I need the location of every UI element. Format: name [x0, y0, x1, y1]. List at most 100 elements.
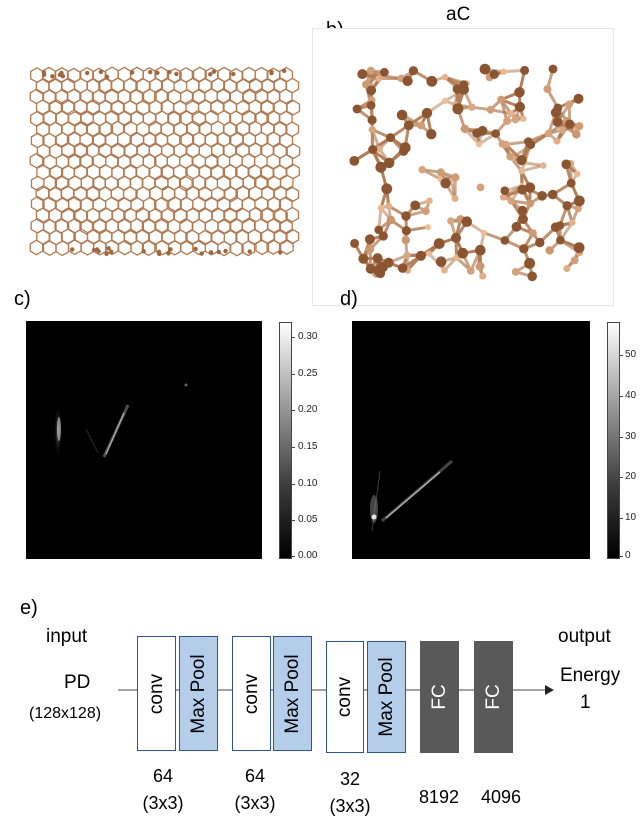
- carbon-atom: [452, 103, 464, 115]
- edge-atom: [166, 251, 171, 256]
- carbon-atom: [503, 117, 511, 125]
- carbon-atom: [511, 116, 520, 124]
- carbon-atom: [572, 130, 581, 139]
- edge-atom: [155, 70, 160, 76]
- carbon-atom: [410, 200, 421, 211]
- tick-mark: [291, 410, 295, 411]
- carbon-atom: [497, 95, 506, 104]
- carbon-atom: [401, 235, 410, 245]
- colorbar-d-tick: 50: [625, 349, 637, 360]
- carbon-atom: [479, 63, 491, 75]
- layer-label: Max Pool: [281, 653, 303, 734]
- carbon-atom: [499, 193, 507, 201]
- carbon-atom: [442, 97, 449, 104]
- layer-conv-2: conv: [232, 636, 271, 751]
- carbon-atom: [441, 73, 449, 81]
- edge-atom: [211, 69, 216, 74]
- edge-atom: [282, 68, 287, 74]
- carbon-atom: [436, 168, 445, 177]
- carbon-atom: [480, 229, 487, 236]
- carbon-atom: [558, 126, 567, 134]
- carbon-atom: [517, 184, 528, 195]
- layer-label: Max Pool: [375, 657, 397, 737]
- colorbar-c-tick: 0.20: [298, 404, 318, 415]
- carbon-atom: [366, 245, 375, 254]
- carbon-atom: [526, 140, 536, 150]
- filter-kernel-3: (3x3): [329, 796, 371, 816]
- ac-structure-frame: [312, 28, 614, 306]
- carbon-atom: [548, 64, 558, 74]
- carbon-atom: [378, 231, 388, 241]
- carbon-atom: [518, 214, 528, 224]
- carbon-atom: [528, 229, 537, 238]
- edge-atom: [50, 74, 55, 79]
- carbon-atom: [565, 100, 574, 109]
- carbon-atom: [553, 137, 561, 145]
- output-label: output: [558, 626, 611, 647]
- edge-atom: [167, 69, 172, 75]
- carbon-atom: [401, 211, 411, 221]
- filter-kernel-2: (3x3): [234, 793, 276, 813]
- carbon-atom: [574, 170, 581, 177]
- carbon-atom: [451, 195, 459, 202]
- agr-structure-image: [29, 66, 301, 257]
- carbon-atom: [426, 197, 433, 204]
- heatmap-d: [352, 321, 590, 559]
- layer-conv-3: conv: [326, 641, 364, 753]
- carbon-atom: [514, 87, 525, 98]
- carbon-atom: [556, 235, 565, 245]
- carbon-atom: [475, 244, 486, 256]
- tick-mark: [619, 437, 623, 438]
- carbon-atom: [562, 201, 572, 211]
- carbon-atom: [415, 250, 426, 261]
- carbon-atom: [486, 105, 495, 114]
- edge-atom: [85, 70, 90, 76]
- carbon-atom: [535, 237, 545, 248]
- colorbar-d: [607, 322, 620, 559]
- layer-label: Max Pool: [187, 653, 209, 734]
- carbon-atom: [468, 103, 476, 111]
- carbon-atom: [381, 183, 393, 195]
- input-size: (128x128): [29, 705, 102, 722]
- fc-size-2: 4096: [480, 787, 522, 807]
- layer-label: conv: [334, 676, 355, 718]
- colorbar-d-tick: 40: [625, 390, 637, 401]
- carbon-atom: [544, 129, 553, 138]
- carbon-atom: [466, 267, 475, 275]
- carbon-atom: [350, 238, 360, 248]
- tick-mark: [619, 556, 623, 557]
- carbon-atom: [491, 129, 500, 138]
- tick-mark: [291, 447, 295, 448]
- carbon-atom: [575, 122, 584, 131]
- carbon-atom: [568, 219, 576, 227]
- colorbar-c-tick: 0.30: [298, 331, 318, 342]
- carbon-atom: [461, 216, 473, 227]
- tick-mark: [291, 374, 295, 375]
- carbon-atom: [399, 142, 411, 153]
- layer-conv-1: conv: [137, 636, 176, 751]
- carbon-atom: [476, 141, 482, 148]
- agr-lattice: [29, 66, 301, 257]
- heatmap-c-features: [54, 383, 188, 459]
- ac-bonds: [353, 67, 581, 278]
- tick-mark: [619, 396, 623, 397]
- edge-atom: [141, 249, 146, 254]
- carbon-atom: [401, 226, 411, 236]
- carbon-atom: [377, 261, 388, 273]
- carbon-atom: [402, 75, 413, 87]
- carbon-atom: [366, 85, 377, 96]
- carbon-atom: [511, 268, 520, 276]
- panel-label-e: e): [20, 597, 38, 619]
- carbon-atom: [421, 207, 430, 216]
- carbon-atom: [573, 242, 585, 254]
- tick-mark: [291, 520, 295, 521]
- tick-mark: [619, 477, 623, 478]
- carbon-atom: [518, 167, 525, 175]
- edge-atom: [199, 251, 204, 256]
- edge-atom: [216, 249, 222, 255]
- carbon-atom: [374, 225, 383, 235]
- colorbar-d-tick: 10: [625, 512, 637, 523]
- heatmap-d-features: [370, 459, 453, 532]
- carbon-atom: [357, 69, 368, 80]
- carbon-atom: [517, 205, 528, 216]
